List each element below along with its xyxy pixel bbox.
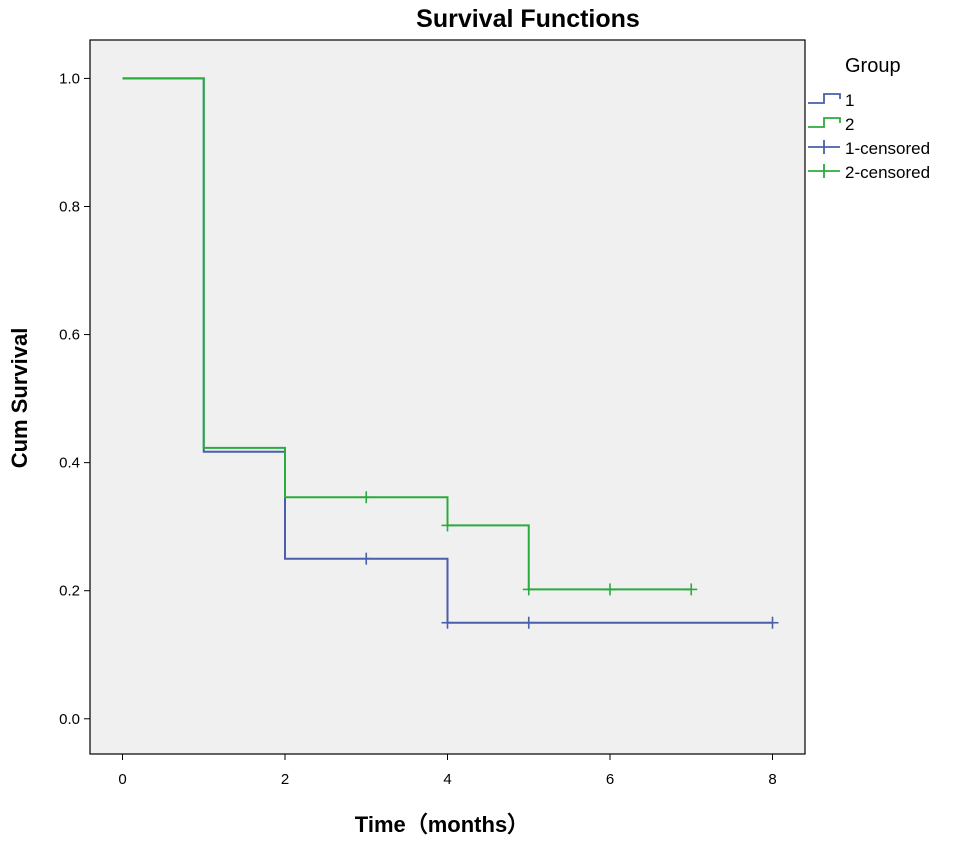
legend-item: 1 (808, 91, 854, 110)
censored-mark-group-1 (522, 616, 535, 629)
x-tick-label: 4 (443, 771, 451, 788)
y-tick-label: 1.0 (59, 70, 80, 87)
legend-label: 1-censored (845, 139, 930, 158)
legend-item: 1-censored (808, 139, 930, 158)
legend-label: 2-censored (845, 163, 930, 182)
legend-title: Group (845, 55, 901, 77)
legend-item: 2 (808, 115, 854, 134)
x-axis: 0 2 4 6 8 (118, 754, 777, 788)
x-tick-label: 0 (118, 771, 126, 788)
y-tick-label: 0.4 (59, 455, 80, 472)
legend-item: 2-censored (808, 163, 930, 182)
legend-label: 1 (845, 91, 854, 110)
x-tick-label: 8 (768, 771, 776, 788)
censored-mark-group-2 (522, 583, 535, 596)
y-axis: 0.0 0.2 0.4 0.6 0.8 1.0 (59, 70, 90, 728)
series-layer (122, 77, 779, 629)
legend-step-swatch (808, 117, 841, 128)
plot-area (89, 39, 806, 755)
censored-mark-group-2 (441, 519, 454, 532)
y-axis-title: Cum Survival (7, 328, 32, 469)
x-tick-label: 2 (281, 771, 289, 788)
censored-mark-group-1 (441, 616, 454, 629)
x-tick-label: 6 (606, 771, 614, 788)
legend-label: 2 (845, 115, 854, 134)
censored-mark-group-1 (360, 552, 373, 565)
y-tick-label: 0.0 (59, 711, 80, 728)
x-axis-title: Time（months） (355, 812, 529, 837)
legend: Group 1 2 1-censored 2-censored (808, 55, 930, 182)
y-tick-label: 0.2 (59, 583, 80, 600)
chart-title: Survival Functions (416, 5, 640, 33)
censored-mark-group-2 (685, 583, 698, 596)
censored-mark-group-2 (604, 583, 616, 596)
legend-step-swatch (808, 93, 841, 104)
censored-mark-group-1 (766, 616, 779, 629)
y-tick-label: 0.8 (59, 198, 80, 215)
y-tick-label: 0.6 (59, 327, 80, 344)
censored-mark-group-2 (360, 491, 373, 504)
